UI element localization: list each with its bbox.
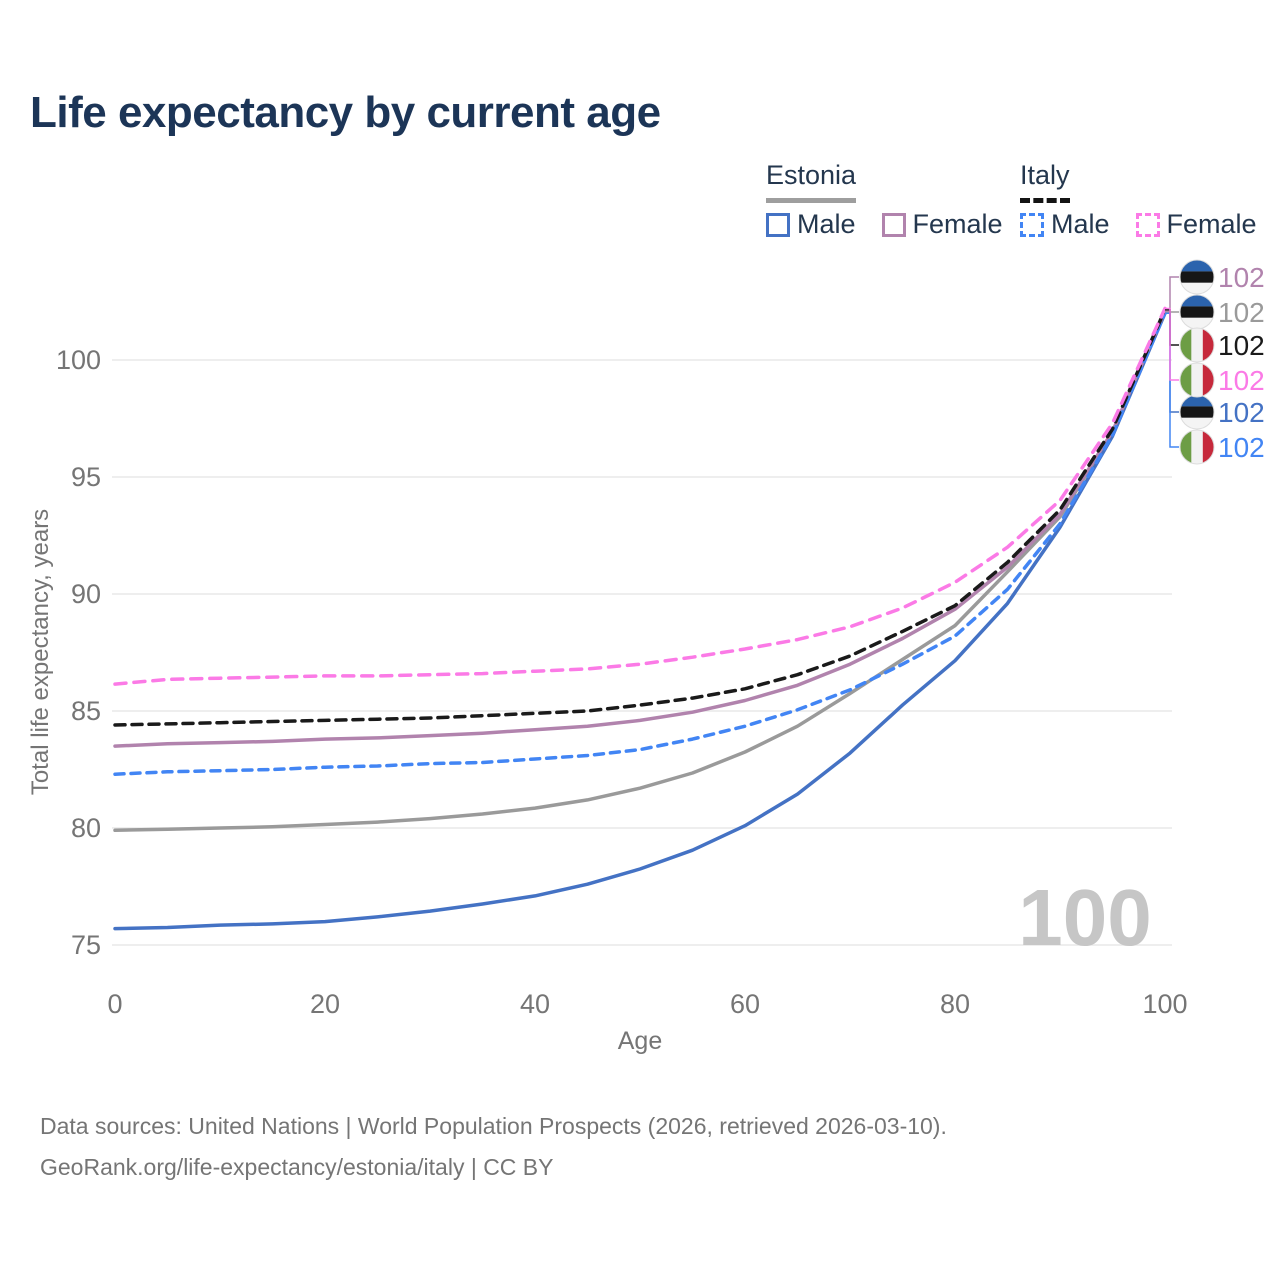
x-axis-title: Age: [618, 1027, 662, 1055]
footer: Data sources: United Nations | World Pop…: [40, 1106, 947, 1188]
series-line-estonia-female[interactable]: [113, 309, 1167, 748]
leader-line-italy-female: [1165, 307, 1179, 381]
series-line-italy-male[interactable]: [113, 311, 1167, 776]
legend-label-italy-female[interactable]: Female: [1166, 209, 1257, 239]
legend-checkbox-estonia-male[interactable]: [766, 212, 790, 237]
legend-toggle-italy-total[interactable]: Italy: [1020, 160, 1070, 203]
y-tick-label: 90: [71, 579, 101, 609]
series-end-value: 102: [1218, 397, 1265, 428]
series-end-value: 102: [1218, 330, 1265, 361]
italy-flag-icon: [1179, 327, 1215, 363]
leader-line-italy-total: [1165, 308, 1179, 346]
italy-flag-icon: [1179, 429, 1215, 465]
estonia-flag-icon: [1179, 294, 1215, 330]
end-label-estonia-total: 102: [1179, 294, 1265, 330]
estonia-flag-icon: [1179, 394, 1215, 430]
leader-line-estonia-female: [1165, 276, 1179, 312]
series-end-value: 102: [1218, 262, 1265, 293]
y-tick-label: 80: [71, 813, 101, 843]
x-tick-label: 60: [730, 989, 760, 1019]
series-line-estonia-male[interactable]: [113, 311, 1167, 931]
x-tick-label: 80: [940, 989, 970, 1019]
y-tick-label: 100: [56, 345, 101, 375]
legend-label-estonia-female[interactable]: Female: [912, 209, 1003, 239]
legend-label-italy-male[interactable]: Male: [1051, 209, 1110, 239]
series-line-italy-total[interactable]: [113, 307, 1167, 727]
x-tick-label: 0: [107, 989, 122, 1019]
x-tick-label: 40: [520, 989, 550, 1019]
end-label-estonia-female: 102: [1179, 259, 1265, 295]
page-title: Life expectancy by current age: [30, 88, 661, 137]
x-tick-label: 20: [310, 989, 340, 1019]
end-label-italy-total: 102: [1179, 327, 1265, 363]
leader-line-estonia-male: [1165, 312, 1179, 413]
footer-link[interactable]: GeoRank.org/life-expectancy/estonia/ital…: [40, 1154, 554, 1180]
legend-group-italy: Italy Male Female: [1020, 160, 1280, 240]
y-axis-title: Total life expectancy, years: [27, 509, 54, 795]
legend-group-estonia: Estonia Male Female: [766, 160, 1029, 240]
series-line-italy-female[interactable]: [113, 306, 1167, 686]
y-tick-label: 85: [71, 696, 101, 726]
end-label-italy-female: 102: [1179, 362, 1265, 398]
end-label-estonia-male: 102: [1179, 394, 1265, 430]
legend-checkbox-italy-female[interactable]: [1135, 212, 1160, 237]
italy-flag-icon: [1179, 362, 1215, 398]
estonia-flag-icon: [1179, 259, 1215, 295]
y-tick-label: 95: [71, 462, 101, 492]
legend-checkbox-italy-male[interactable]: [1020, 212, 1044, 237]
series-end-value: 102: [1218, 297, 1265, 328]
legend-label-estonia-male[interactable]: Male: [797, 209, 856, 239]
end-label-italy-male: 102: [1179, 429, 1265, 465]
legend-toggle-estonia-total[interactable]: Estonia: [766, 160, 857, 203]
y-tick-label: 75: [71, 930, 101, 960]
series-end-value: 102: [1218, 432, 1265, 463]
legend-checkbox-estonia-female[interactable]: [881, 212, 906, 237]
age-watermark: 100: [1018, 873, 1151, 962]
series-line-estonia-total[interactable]: [113, 310, 1167, 833]
x-tick-label: 100: [1142, 989, 1187, 1019]
series-end-value: 102: [1218, 365, 1265, 396]
footer-data-sources: Data sources: United Nations | World Pop…: [40, 1113, 947, 1139]
